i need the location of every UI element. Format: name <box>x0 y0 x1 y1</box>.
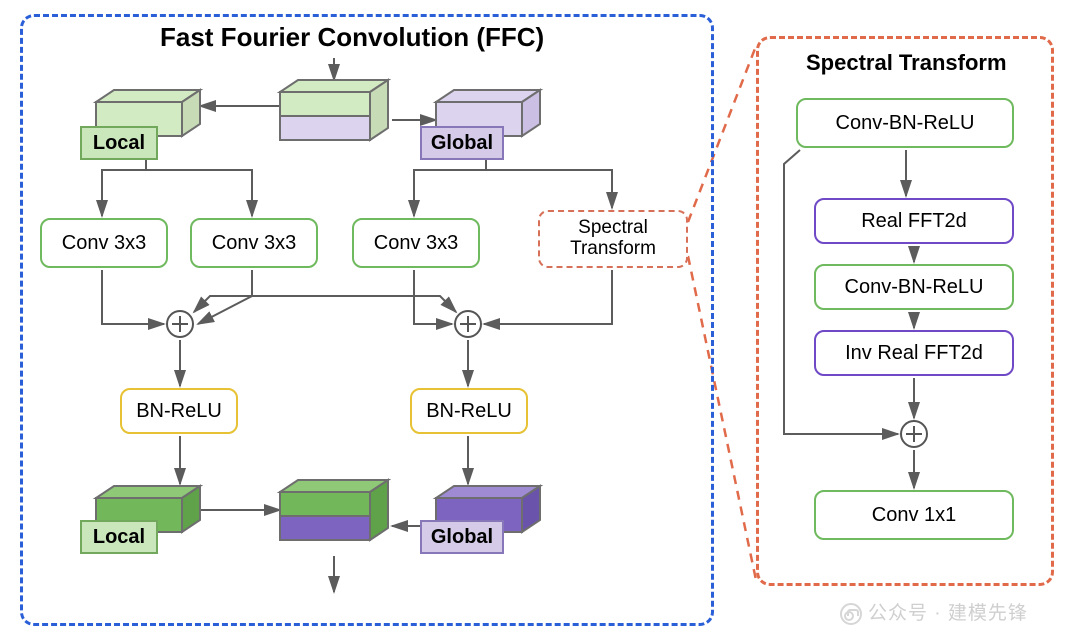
watermark: 公众号 · 建模先锋 <box>840 598 1028 625</box>
global-output-tag: Global <box>420 520 504 554</box>
watermark-text: 公众号 · 建模先锋 <box>868 603 1028 624</box>
conv-lg-block: Conv 3x3 <box>190 218 318 268</box>
bn-relu-global-label: BN-ReLU <box>426 400 512 423</box>
spectral-transform-label: Spectral Transform <box>546 218 680 260</box>
bn-relu-local-label: BN-ReLU <box>136 400 222 423</box>
conv-ll-block: Conv 3x3 <box>40 218 168 268</box>
spectral-invfft-label: Inv Real FFT2d <box>845 342 983 365</box>
global-output-label: Global <box>431 526 493 549</box>
bn-relu-global-block: BN-ReLU <box>410 388 528 434</box>
local-input-tag: Local <box>80 126 158 160</box>
output-feature-cube <box>280 480 390 557</box>
conv-ll-label: Conv 3x3 <box>62 232 147 255</box>
spectral-cbr1-block: Conv-BN-ReLU <box>796 98 1014 148</box>
spectral-sum-node <box>900 420 928 448</box>
spectral-cbr2-label: Conv-BN-ReLU <box>845 276 984 299</box>
wechat-icon <box>840 603 862 625</box>
global-input-label: Global <box>431 132 493 155</box>
spectral-transform-block: Spectral Transform <box>538 210 688 268</box>
spectral-cbr2-block: Conv-BN-ReLU <box>814 264 1014 310</box>
sum-local-node <box>166 310 194 338</box>
local-output-tag: Local <box>80 520 158 554</box>
local-input-label: Local <box>93 132 145 155</box>
conv-gl-label: Conv 3x3 <box>374 232 459 255</box>
conv-lg-label: Conv 3x3 <box>212 232 297 255</box>
ffc-title: Fast Fourier Convolution (FFC) <box>160 22 544 53</box>
spectral-title: Spectral Transform <box>806 50 1007 76</box>
spectral-conv1x1-block: Conv 1x1 <box>814 490 1014 540</box>
spectral-cbr1-label: Conv-BN-ReLU <box>836 112 975 135</box>
bn-relu-local-block: BN-ReLU <box>120 388 238 434</box>
global-input-tag: Global <box>420 126 504 160</box>
spectral-realfft-block: Real FFT2d <box>814 198 1014 244</box>
conv-gl-block: Conv 3x3 <box>352 218 480 268</box>
spectral-conv1x1-label: Conv 1x1 <box>872 504 957 527</box>
spectral-invfft-block: Inv Real FFT2d <box>814 330 1014 376</box>
spectral-realfft-label: Real FFT2d <box>861 210 967 233</box>
local-output-label: Local <box>93 526 145 549</box>
sum-global-node <box>454 310 482 338</box>
input-feature-cube <box>280 80 390 144</box>
